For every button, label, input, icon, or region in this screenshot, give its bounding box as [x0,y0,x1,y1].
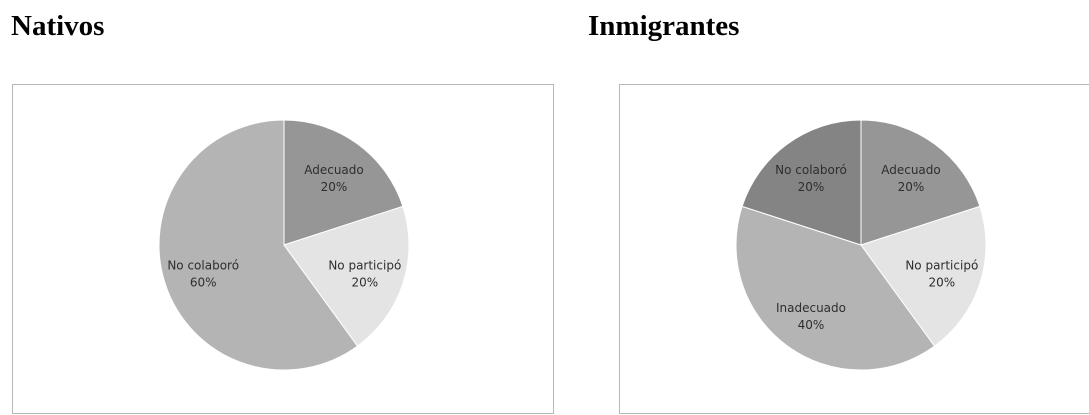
slice-percent: 20% [351,275,378,289]
slice-label-no-participo: No participó 20% [905,258,978,289]
slice-category: No colaboró [775,163,847,177]
chart-area-inmigrantes: Adecuado 20% No participó 20% Inadecuado 40% N… [619,84,1089,414]
pie-slice-no-colaboro [158,119,359,371]
slice-category: No colaboró [167,258,239,272]
slice-label-adecuado: Adecuado 20% [304,163,364,194]
chart-title-nativos: Nativos [11,10,105,42]
slice-category: No participó [905,258,978,272]
chart-title-inmigrantes: Inmigrantes [588,10,740,42]
slice-percent: 20% [798,180,825,194]
slice-percent: 20% [928,275,955,289]
pie-slice-no-participo [283,205,410,347]
slice-label-inadecuado: Inadecuado 40% [776,301,846,332]
pie-chart-inmigrantes: Adecuado 20% No participó 20% Inadecuado 40% N… [735,119,987,371]
pie-chart-nativos: Adecuado 20% No participó 20% No colaboró 60% [158,119,410,371]
pie-slice-no-colaboro [741,119,862,246]
pie-slice-no-participo [860,205,987,347]
slice-category: Inadecuado [776,301,846,315]
chart-area-nativos: Adecuado 20% No participó 20% No colaboró 60% [12,84,554,414]
slice-percent: 20% [898,180,925,194]
slice-category: Adecuado [304,163,364,177]
slice-label-no-colaboro: No colaboró 60% [167,258,239,289]
slice-label-no-participo: No participó 20% [328,258,401,289]
slice-category: No participó [328,258,401,272]
slice-category: Adecuado [881,163,941,177]
slice-label-adecuado: Adecuado 20% [881,163,941,194]
slice-percent: 60% [190,275,217,289]
pie-slice-inadecuado [735,205,936,371]
pie-slice-adecuado [283,119,404,246]
pie-slice-adecuado [860,119,981,246]
slice-label-no-colaboro: No colaboró 20% [775,163,847,194]
slice-percent: 40% [798,318,825,332]
slice-percent: 20% [321,180,348,194]
